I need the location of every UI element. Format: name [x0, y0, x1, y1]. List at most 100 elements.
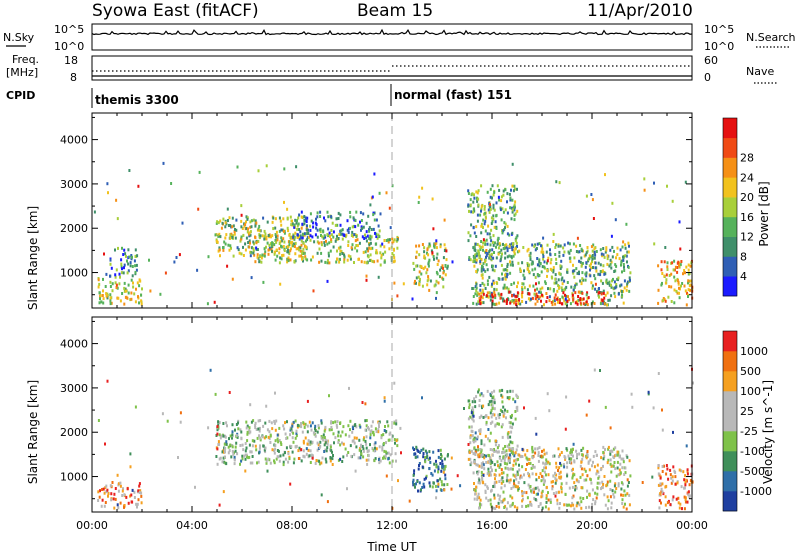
data-cell	[126, 259, 128, 263]
data-cell	[479, 448, 482, 451]
data-cell	[97, 499, 100, 502]
data-cell	[540, 479, 543, 483]
data-cell	[379, 244, 382, 248]
data-cell	[488, 250, 491, 254]
data-cell	[510, 415, 513, 419]
data-cell	[367, 458, 370, 462]
data-cell	[416, 455, 419, 459]
data-cell	[617, 482, 620, 486]
data-cell	[474, 492, 477, 496]
data-cell	[511, 294, 513, 298]
data-cell	[620, 290, 623, 293]
data-cell	[373, 449, 376, 453]
data-cell	[587, 259, 590, 263]
data-cell	[365, 261, 368, 265]
data-cell	[238, 251, 241, 255]
velocity-colorbar-label: Velocity [m s^-1]	[761, 380, 775, 484]
data-cell	[508, 447, 511, 450]
data-cell	[224, 242, 227, 246]
data-cell	[427, 264, 430, 268]
data-cell	[678, 220, 681, 224]
data-cell	[279, 282, 282, 286]
data-cell	[506, 211, 509, 215]
data-cell	[505, 479, 508, 483]
data-cell	[576, 453, 579, 456]
data-cell	[514, 247, 517, 251]
data-cell	[628, 459, 631, 463]
data-cell	[510, 487, 513, 490]
data-cell	[215, 239, 218, 243]
data-cell	[221, 450, 224, 454]
data-cell	[280, 236, 283, 240]
data-cell	[385, 450, 387, 454]
data-cell	[385, 441, 387, 445]
data-cell	[601, 281, 604, 285]
data-cell	[301, 256, 304, 259]
data-cell	[557, 455, 560, 459]
data-cell	[584, 278, 587, 282]
data-cell	[251, 246, 253, 250]
data-cell	[494, 264, 497, 268]
data-cell	[323, 436, 326, 439]
data-cell	[392, 254, 395, 257]
data-cell	[603, 302, 606, 306]
data-cell	[481, 264, 483, 268]
data-cell	[300, 425, 303, 429]
data-cell	[474, 405, 477, 409]
data-cell	[511, 208, 514, 212]
colorbar-swatch	[723, 216, 737, 237]
data-cell	[217, 234, 220, 238]
data-cell	[274, 428, 277, 432]
data-cell	[343, 257, 346, 261]
data-cell	[468, 406, 471, 410]
data-cell	[612, 277, 614, 281]
data-cell	[584, 265, 587, 269]
data-cell	[300, 226, 303, 230]
data-cell	[571, 485, 574, 489]
data-cell	[480, 291, 483, 295]
data-cell	[335, 217, 338, 221]
data-cell	[178, 253, 181, 257]
data-cell	[566, 448, 569, 452]
data-cell	[435, 296, 437, 300]
data-cell	[259, 234, 262, 238]
data-cell	[661, 470, 664, 473]
data-cell	[608, 283, 611, 287]
data-cell	[367, 449, 370, 453]
data-cell	[115, 283, 118, 287]
data-cell	[685, 303, 688, 307]
data-cell	[688, 483, 691, 487]
data-cell	[666, 184, 668, 188]
data-cell	[300, 210, 303, 214]
data-cell	[349, 255, 352, 259]
data-cell	[551, 487, 554, 491]
data-cell	[365, 419, 368, 422]
data-cell	[601, 485, 604, 489]
data-cell	[510, 206, 513, 210]
data-cell	[450, 487, 453, 491]
data-cell	[489, 243, 492, 247]
data-cell	[493, 413, 496, 417]
data-cell	[472, 409, 475, 413]
data-cell	[614, 467, 617, 471]
data-cell	[586, 451, 589, 455]
data-cell	[278, 251, 281, 255]
data-cell	[483, 456, 486, 460]
data-cell	[628, 503, 631, 507]
data-cell	[388, 461, 391, 465]
data-cell	[509, 421, 512, 425]
data-cell	[126, 487, 129, 491]
data-cell	[316, 441, 319, 445]
data-cell	[103, 252, 105, 256]
data-cell	[493, 389, 496, 393]
data-cell	[141, 287, 143, 291]
data-cell	[534, 486, 537, 490]
data-cell	[511, 422, 514, 426]
data-cell	[260, 256, 263, 260]
data-cell	[572, 472, 575, 476]
data-cell	[497, 252, 500, 256]
data-cell	[482, 238, 485, 242]
data-cell	[476, 472, 479, 476]
data-cell	[426, 279, 429, 283]
